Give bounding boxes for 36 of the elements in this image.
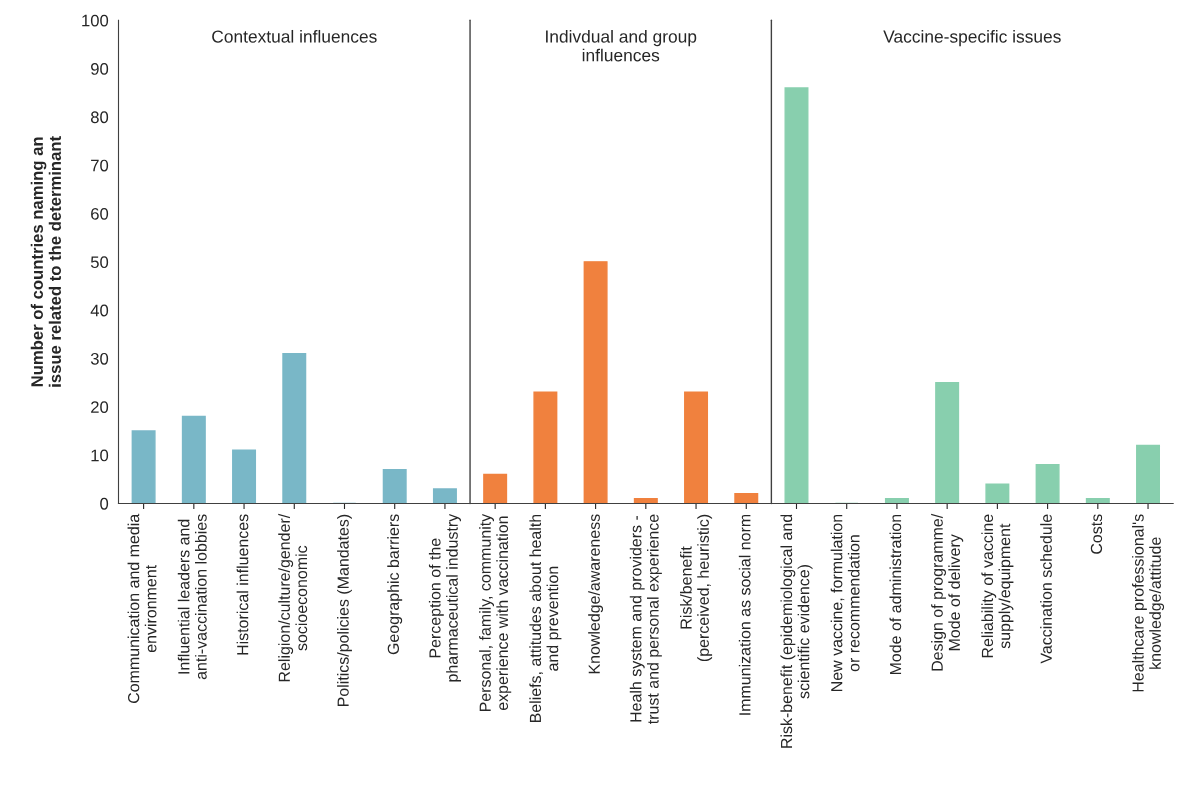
x-tick-label: New vaccine, formulation or recommendation	[830, 514, 860, 691]
x-tick-label: Mode of administration	[889, 514, 902, 675]
y-axis-title: Number of countries naming an issue related to the determinant	[30, 136, 62, 387]
x-tick-label: Politics/policies (Mandates)	[337, 514, 352, 707]
y-tick-label: 90	[91, 63, 109, 75]
y-tick-label: 100	[82, 14, 109, 27]
x-tick-label: Personal, family, community experience with vaccination	[479, 513, 512, 712]
x-tick-label: Risk-benefit (epidemiological and scientific evidence)	[780, 514, 813, 748]
annotation: Indivdual and group influences	[546, 29, 697, 62]
x-tick-label: Healthcare professional's knowledge/attitude	[1131, 514, 1165, 692]
y-tick-label: 80	[90, 111, 109, 124]
x-tick-label: Risk/benefit (perceived, heuristic)	[680, 514, 713, 662]
y-tick-label: 0	[100, 497, 109, 510]
x-tick-label: Perception of the pharmaceutical industry	[428, 513, 461, 682]
x-tick-label: Costs	[1090, 514, 1103, 554]
x-tick-label: Knowledge/awareness	[588, 514, 604, 674]
annotation: Contextual influences	[212, 29, 377, 43]
x-tick-label: Immunization as social norm	[738, 514, 751, 715]
y-tick-label: 40	[90, 304, 109, 317]
x-tick-label: Religion/culture/gender/ socioeconomic	[278, 513, 308, 682]
y-tick-label: 60	[91, 207, 109, 220]
x-tick-label: Geographic barriers	[387, 514, 403, 655]
x-tick-label: Communication and media environment	[127, 513, 157, 704]
x-tick-label: Vaccination schedule	[1040, 514, 1052, 664]
x-tick-label: Beliefs, attitudes about health and prevention	[529, 514, 562, 723]
y-tick-label: 50	[90, 256, 109, 269]
x-tick-label: Reliability of vaccine supply/equipment	[981, 514, 1014, 658]
y-tick-label: 70	[91, 159, 109, 172]
y-tick-label: 20	[91, 401, 109, 414]
x-tick-label: Historical influences	[236, 514, 249, 655]
x-tick-label: Healh system and providers - trust and personal experience	[629, 514, 662, 725]
x-tick-label: Influential leaders and anti-vaccination lobbies	[177, 514, 207, 680]
y-tick-label: 10	[91, 449, 109, 462]
x-tick-label: Design of programme/ Mode of delivery	[931, 513, 964, 671]
y-tick-label: 30	[90, 352, 109, 365]
annotation: Vaccine-specific issues	[883, 29, 1061, 47]
